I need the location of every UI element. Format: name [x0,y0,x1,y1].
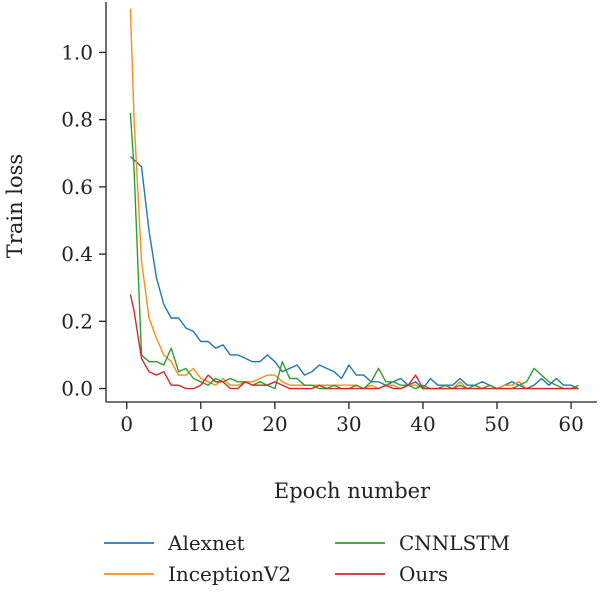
series-line-ours [129,294,579,390]
y-axis-title: Train loss [3,154,27,258]
y-tick-label: 0.4 [61,242,93,266]
x-tick-label: 60 [558,412,583,436]
axes [105,2,597,403]
legend-label-ours: Ours [399,562,448,586]
y-ticks: 0.0 0.2 0.4 0.6 0.8 1.0 [61,40,106,401]
x-tick-label: 30 [336,412,361,436]
y-tick-label: 0.6 [61,175,93,199]
legend-label-alexnet: Alexnet [167,531,245,555]
x-ticks: 0 10 20 30 40 50 60 [120,402,584,436]
y-tick-label: 0.2 [61,309,93,333]
legend-label-cnnlstm: CNNLSTM [399,531,510,555]
y-tick-label: 1.0 [61,40,93,64]
series-line-inceptionv2 [129,8,579,390]
legend-label-inceptionv2: InceptionV2 [168,562,291,586]
x-tick-label: 40 [410,412,435,436]
series-line-cnnlstm [129,112,579,390]
x-tick-label: 20 [262,412,287,436]
x-tick-label: 10 [188,412,213,436]
series-line-alexnet [129,156,579,390]
series-lines [129,8,579,390]
x-axis-title: Epoch number [274,479,431,503]
x-tick-label: 0 [120,412,133,436]
y-tick-label: 0.8 [61,108,93,132]
y-tick-label: 0.0 [61,377,93,401]
x-tick-label: 50 [484,412,509,436]
legend: Alexnet CNNLSTM InceptionV2 Ours [104,531,510,586]
